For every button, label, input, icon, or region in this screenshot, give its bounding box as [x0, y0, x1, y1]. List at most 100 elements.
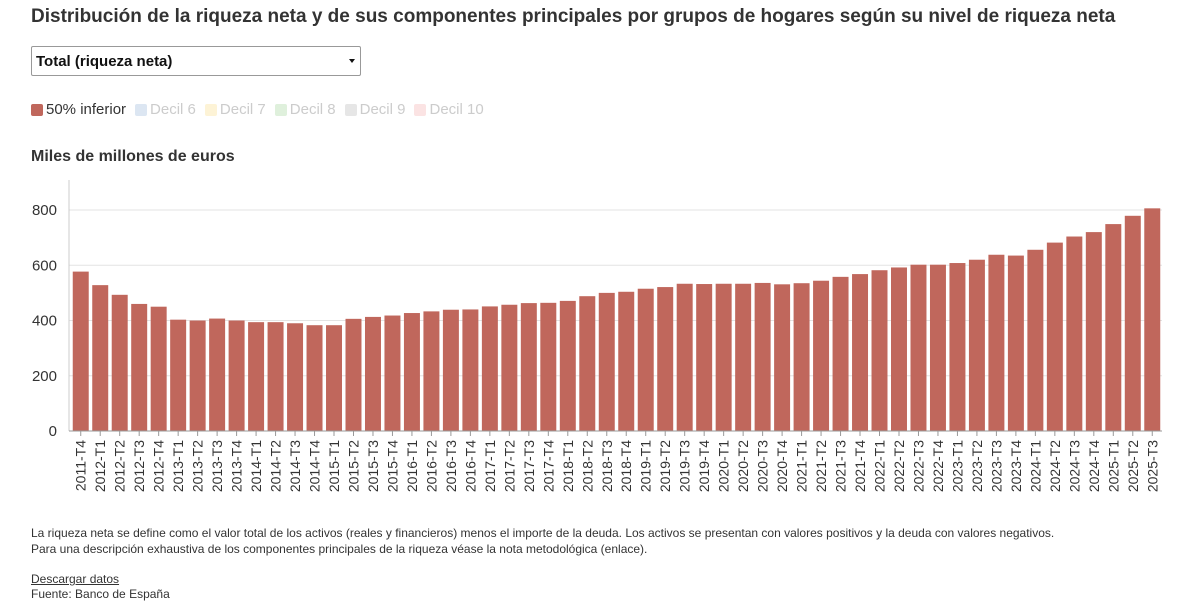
y-tick-label: 600 [32, 257, 57, 274]
x-tick-label: 2015-T4 [384, 440, 400, 492]
legend: 50% inferior Decil 6 Decil 7 Decil 8 Dec… [31, 101, 484, 118]
bar-2016-T3[interactable] [442, 309, 459, 431]
bar-2024-T4[interactable] [1085, 232, 1102, 431]
legend-swatch [344, 103, 357, 116]
bar-2017-T1[interactable] [481, 306, 498, 431]
bar-2013-T1[interactable] [170, 319, 187, 431]
bar-2023-T4[interactable] [1007, 255, 1024, 431]
bar-2017-T4[interactable] [540, 302, 557, 431]
component-select[interactable]: Total (riqueza neta) [31, 46, 361, 76]
x-tick-label: 2017-T1 [482, 440, 498, 492]
x-tick-label: 2021-T3 [833, 440, 849, 492]
bar-2013-T3[interactable] [209, 318, 226, 431]
bar-2020-T2[interactable] [735, 283, 752, 431]
x-tick-label: 2013-T2 [190, 440, 206, 492]
legend-label: Decil 8 [289, 101, 336, 118]
x-tick-label: 2022-T4 [930, 440, 946, 492]
bar-2015-T3[interactable] [364, 316, 381, 431]
bar-2025-T2[interactable] [1124, 215, 1141, 431]
legend-item-50-inferior[interactable]: 50% inferior [31, 101, 126, 118]
download-data-link[interactable]: Descargar datos [31, 572, 120, 586]
legend-item-decil-7[interactable]: Decil 7 [204, 101, 266, 118]
bar-2014-T2[interactable] [267, 322, 284, 431]
x-tick-label: 2024-T1 [1027, 440, 1043, 492]
legend-label: 50% inferior [46, 101, 127, 118]
bar-2021-T2[interactable] [813, 280, 830, 431]
x-tick-label: 2020-T3 [755, 440, 771, 492]
bar-2022-T1[interactable] [871, 270, 888, 431]
bar-2024-T1[interactable] [1027, 249, 1044, 431]
bar-2015-T1[interactable] [326, 325, 342, 431]
legend-item-decil-9[interactable]: Decil 9 [344, 101, 405, 118]
bar-2016-T4[interactable] [462, 309, 479, 431]
x-tick-label: 2021-T2 [813, 440, 829, 492]
x-tick-label: 2013-T1 [170, 440, 186, 492]
bar-2011-T4[interactable] [72, 271, 89, 431]
bar-2018-T4[interactable] [618, 291, 635, 431]
x-tick-label: 2021-T1 [794, 440, 810, 492]
bar-2018-T3[interactable] [598, 292, 615, 432]
bar-2012-T3[interactable] [131, 303, 148, 432]
bar-2022-T3[interactable] [910, 264, 927, 431]
bar-2025-T1[interactable] [1105, 224, 1122, 431]
legend-item-decil-10[interactable]: Decil 10 [414, 101, 484, 118]
bar-2013-T4[interactable] [228, 320, 245, 432]
legend-swatch [414, 103, 427, 116]
bar-2020-T4[interactable] [774, 284, 791, 431]
legend-item-decil-8[interactable]: Decil 8 [274, 101, 336, 118]
bar-2023-T3[interactable] [988, 254, 1005, 431]
x-tick-label: 2015-T3 [365, 440, 381, 492]
bar-2012-T2[interactable] [111, 294, 128, 431]
bar-2019-T1[interactable] [637, 288, 654, 431]
bar-2014-T1[interactable] [248, 322, 265, 431]
bar-2020-T3[interactable] [754, 282, 771, 431]
bar-2017-T3[interactable] [520, 303, 537, 431]
bar-2015-T2[interactable] [345, 318, 362, 431]
legend-swatch [135, 103, 148, 116]
x-tick-label: 2021-T4 [852, 440, 868, 492]
x-tick-label: 2024-T3 [1066, 440, 1082, 492]
bar-2023-T2[interactable] [968, 259, 985, 431]
bar-2024-T2[interactable] [1046, 242, 1063, 431]
bar-2018-T1[interactable] [559, 300, 576, 431]
bar-2017-T2[interactable] [501, 304, 518, 431]
bar-2014-T4[interactable] [306, 325, 323, 431]
bar-2015-T4[interactable] [384, 315, 401, 431]
legend-item-decil-6[interactable]: Decil 6 [135, 101, 196, 118]
source-text: Fuente: Banco de España [31, 587, 170, 601]
bar-2013-T2[interactable] [189, 320, 206, 432]
x-tick-label: 2016-T4 [462, 440, 478, 492]
x-tick-label: 2013-T4 [229, 440, 245, 492]
y-tick-label: 200 [32, 368, 57, 385]
x-tick-label: 2019-T2 [657, 440, 673, 492]
bar-2022-T2[interactable] [891, 267, 907, 431]
x-tick-label: 2023-T1 [949, 440, 965, 492]
bar-2023-T1[interactable] [949, 263, 966, 431]
bar-2012-T1[interactable] [92, 285, 109, 431]
chart-title: Distribución de la riqueza neta y de sus… [31, 6, 1116, 27]
bar-2016-T2[interactable] [423, 311, 440, 431]
bar-2019-T4[interactable] [696, 284, 713, 431]
x-tick-label: 2012-T3 [131, 440, 147, 492]
bar-2021-T1[interactable] [793, 283, 810, 431]
bar-2012-T4[interactable] [150, 306, 167, 431]
bar-2022-T4[interactable] [929, 264, 946, 431]
y-axis-unit-label: Miles de millones de euros [31, 148, 235, 165]
bar-2019-T2[interactable] [657, 287, 674, 431]
x-tick-label: 2022-T2 [891, 440, 907, 492]
x-tick-label: 2018-T4 [618, 440, 634, 492]
bar-2014-T3[interactable] [287, 323, 304, 431]
x-tick-label: 2022-T3 [910, 440, 926, 492]
bar-2016-T1[interactable] [403, 313, 420, 431]
bar-2021-T3[interactable] [832, 276, 849, 431]
bar-2020-T1[interactable] [715, 283, 732, 431]
x-tick-label: 2016-T2 [423, 440, 439, 492]
bar-2024-T3[interactable] [1066, 236, 1083, 431]
bar-2021-T4[interactable] [852, 274, 869, 431]
bar-2025-T3[interactable] [1144, 208, 1161, 431]
bar-2018-T2[interactable] [579, 296, 596, 431]
footnotes: La riqueza neta se define como el valor … [31, 525, 1054, 557]
x-tick-label: 2011-T4 [73, 440, 89, 491]
bar-2019-T3[interactable] [676, 283, 693, 431]
x-tick-label: 2024-T4 [1086, 440, 1102, 492]
